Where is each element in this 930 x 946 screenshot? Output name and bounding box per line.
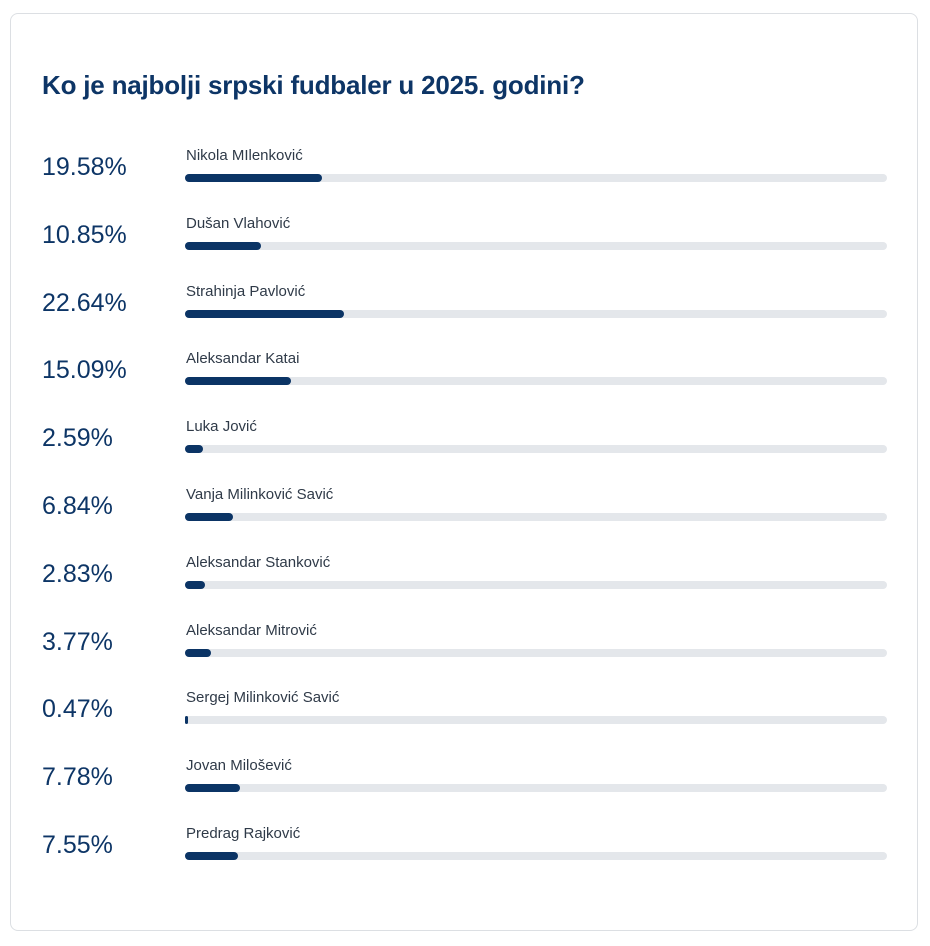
option-label: Vanja Milinković Savić [186,486,334,503]
progress-fill [185,580,205,589]
progress-track [185,580,887,589]
progress-track [185,377,887,386]
option-percent: 3.77% [42,627,113,656]
progress-track [185,309,887,318]
poll-option: 3.77% Aleksandar Mitrović [0,622,930,687]
poll-option: 7.55% Predrag Rajković [0,825,930,890]
option-percent: 0.47% [42,695,113,724]
progress-track [185,716,887,725]
progress-fill [185,513,234,521]
option-percent: 19.58% [42,153,127,181]
poll-option: 19.58% Nikola MIlenković [0,147,930,212]
option-label: Strahinja Pavlović [186,282,306,300]
option-label: Predrag Rajković [186,825,301,842]
option-label: Nikola MIlenković [186,147,303,164]
progress-track [185,648,887,657]
progress-track [185,513,887,521]
option-label: Jovan Milošević [186,757,292,775]
option-label: Aleksandar Mitrović [186,621,317,639]
option-percent: 10.85% [42,220,127,249]
progress-fill [185,716,189,725]
poll-card [10,13,918,931]
progress-fill [185,241,262,250]
poll-option: 10.85% Dušan Vlahović [0,215,930,280]
poll-option: 2.83% Aleksandar Stanković [0,554,930,619]
option-label: Aleksandar Katai [186,350,300,368]
progress-fill [185,648,212,657]
poll-option: 22.64% Strahinja Pavlović [0,283,930,348]
progress-track [185,445,887,454]
progress-fill [185,852,238,860]
option-percent: 6.84% [42,492,113,520]
option-label: Sergej Milinković Savić [186,689,340,707]
option-percent: 7.55% [42,831,113,859]
option-label: Dušan Vlahović [186,214,291,232]
poll-option: 15.09% Aleksandar Katai [0,350,930,415]
poll-option: 6.84% Vanja Milinković Savić [0,486,930,551]
option-percent: 7.78% [42,763,113,792]
option-percent: 2.59% [42,424,113,453]
poll-option: 0.47% Sergej Milinković Savić [0,689,930,754]
progress-fill [185,309,344,318]
progress-fill [185,377,291,386]
progress-fill [185,174,323,182]
option-percent: 2.83% [42,559,113,588]
option-label: Aleksandar Stanković [186,553,331,571]
poll-option: 7.78% Jovan Milošević [0,757,930,822]
poll-title: Ko je najbolji srpski fudbaler u 2025. g… [42,70,585,100]
progress-fill [185,445,204,454]
option-percent: 15.09% [42,356,127,385]
progress-fill [185,784,240,793]
poll-option: 2.59% Luka Jović [0,418,930,483]
progress-track [185,852,887,860]
option-label: Luka Jović [186,418,257,436]
option-percent: 22.64% [42,288,127,317]
progress-track [185,241,887,250]
progress-track [185,784,887,793]
progress-track [185,174,887,182]
